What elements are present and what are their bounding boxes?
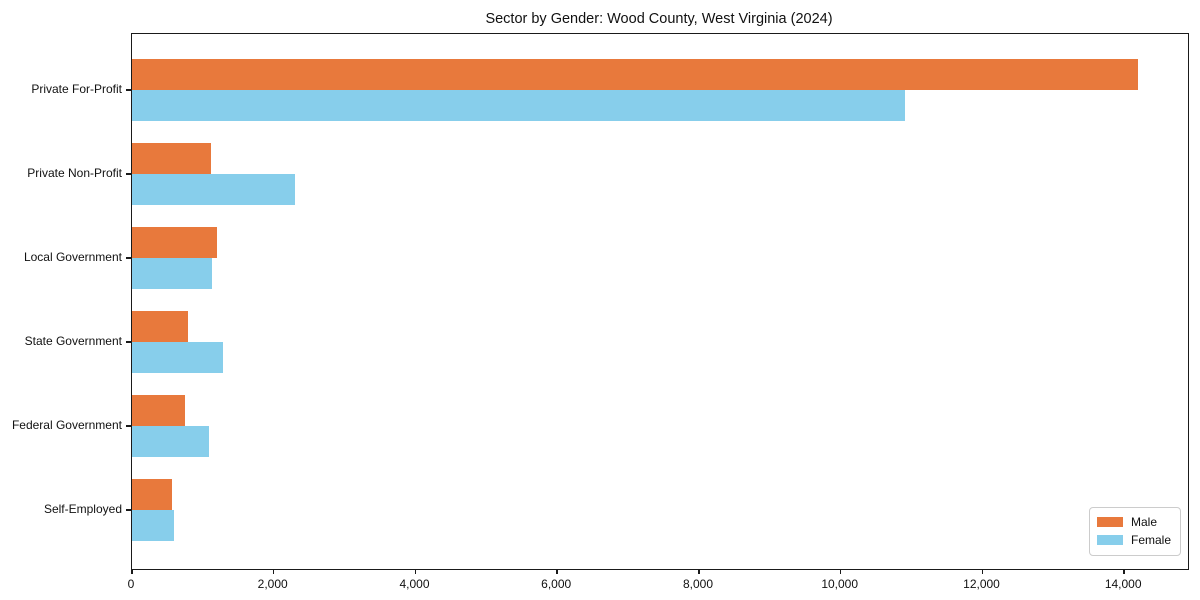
legend-swatch-female: [1097, 535, 1123, 545]
x-tick-mark: [131, 569, 133, 574]
bar-female-self-employed: [132, 510, 174, 541]
legend-item-female: Female: [1097, 531, 1173, 549]
x-tick-label: 14,000: [1104, 577, 1142, 591]
x-tick-label: 6,000: [541, 577, 572, 591]
y-tick-mark: [126, 425, 131, 427]
x-tick-mark: [556, 569, 558, 574]
bar-male-self-employed: [132, 479, 173, 510]
y-category-label: Self-Employed: [43, 502, 122, 516]
y-tick-mark: [126, 509, 131, 511]
x-tick-mark: [414, 569, 416, 574]
y-tick-mark: [126, 89, 131, 91]
x-tick-mark: [272, 569, 275, 574]
y-tick-mark: [126, 257, 131, 259]
bar-female-local-government: [132, 258, 213, 289]
y-tick-mark: [126, 173, 131, 175]
x-tick-mark: [839, 569, 842, 574]
y-tick-mark: [126, 341, 131, 343]
x-tick-label: 0: [127, 577, 135, 591]
legend-label: Male: [1131, 515, 1158, 529]
x-tick-mark: [698, 569, 700, 574]
x-tick-mark: [1123, 569, 1125, 574]
bar-male-federal-government: [132, 395, 186, 426]
y-category-label: Private Non-Profit: [27, 166, 122, 180]
bar-male-local-government: [132, 227, 217, 258]
bar-female-state-government: [132, 342, 224, 373]
x-tick-label: 2,000: [257, 577, 288, 591]
bar-female-federal-government: [132, 426, 209, 457]
x-tick-label: 8,000: [682, 577, 714, 591]
bar-female-private-for-profit: [132, 90, 905, 121]
x-tick-label: 10,000: [821, 577, 859, 591]
legend-label: Female: [1131, 533, 1172, 547]
plot-area: [131, 33, 1189, 570]
bar-female-private-non-profit: [132, 174, 295, 205]
legend-item-male: Male: [1097, 513, 1173, 531]
bar-male-private-non-profit: [132, 143, 212, 174]
x-tick-mark: [981, 569, 983, 574]
y-category-label: Local Government: [23, 250, 122, 264]
bar-male-state-government: [132, 311, 188, 342]
x-tick-label: 12,000: [963, 577, 1000, 591]
y-category-label: Private For-Profit: [31, 82, 122, 96]
y-category-label: Federal Government: [11, 418, 122, 432]
legend: Male Female: [1089, 507, 1181, 556]
legend-swatch-male: [1097, 517, 1123, 527]
x-tick-label: 4,000: [399, 577, 430, 591]
chart-title: Sector by Gender: Wood County, West Virg…: [485, 11, 833, 27]
bar-male-private-for-profit: [132, 59, 1139, 90]
y-category-label: State Government: [24, 334, 122, 348]
